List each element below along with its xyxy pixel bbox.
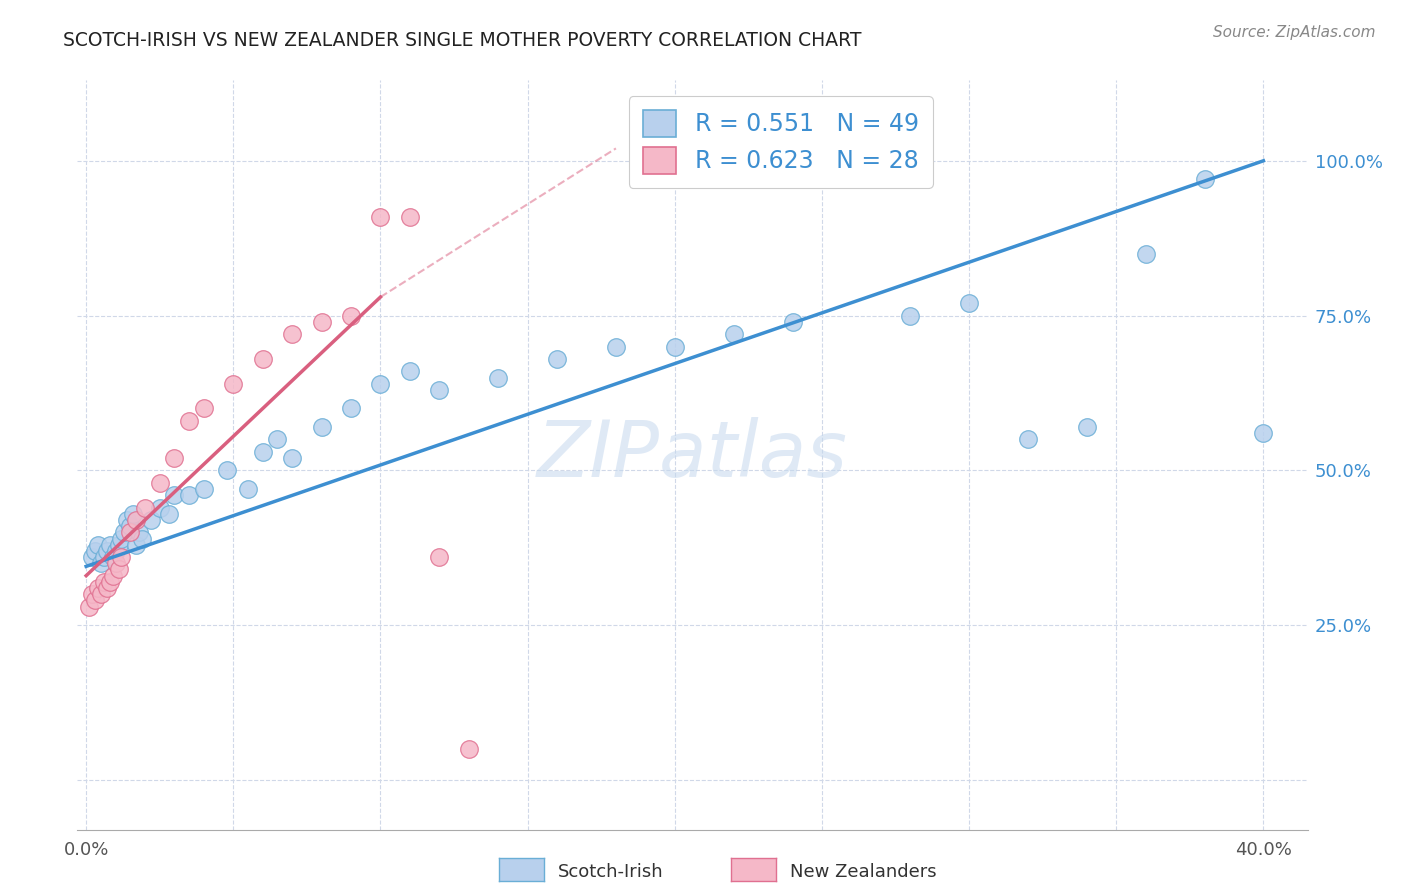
Point — [898, 309, 921, 323]
Point — [139, 513, 162, 527]
Text: Source: ZipAtlas.com: Source: ZipAtlas.com — [1212, 25, 1375, 40]
Point — [457, 742, 479, 756]
Point — [84, 544, 107, 558]
Point — [128, 525, 150, 540]
Point — [149, 500, 172, 515]
Point — [98, 574, 121, 589]
Point — [134, 500, 156, 515]
Point — [104, 556, 127, 570]
Point — [1194, 172, 1216, 186]
Point — [782, 315, 804, 329]
Point — [1017, 433, 1039, 447]
Point — [122, 507, 145, 521]
Point — [427, 550, 450, 565]
Point — [125, 513, 148, 527]
Point — [163, 488, 186, 502]
Point — [96, 544, 118, 558]
Point — [605, 340, 627, 354]
Point — [104, 544, 127, 558]
Point — [77, 599, 100, 614]
Point — [222, 376, 245, 391]
Point — [957, 296, 980, 310]
Point — [120, 519, 142, 533]
Point — [87, 581, 110, 595]
Point — [427, 383, 450, 397]
Point — [131, 532, 153, 546]
Point — [179, 414, 201, 428]
Point — [112, 525, 135, 540]
Point — [149, 475, 172, 490]
Point — [252, 351, 274, 366]
Point — [90, 556, 112, 570]
Point — [163, 450, 186, 465]
Point — [1076, 420, 1098, 434]
Point — [107, 538, 129, 552]
Text: Scotch-Irish: Scotch-Irish — [558, 863, 664, 881]
Point — [370, 376, 392, 391]
Point — [193, 482, 215, 496]
Point — [340, 309, 363, 323]
Point — [664, 340, 686, 354]
Text: SCOTCH-IRISH VS NEW ZEALANDER SINGLE MOTHER POVERTY CORRELATION CHART: SCOTCH-IRISH VS NEW ZEALANDER SINGLE MOT… — [63, 31, 862, 50]
Point — [96, 581, 118, 595]
Point — [93, 574, 115, 589]
Point — [236, 482, 259, 496]
Point — [546, 351, 568, 366]
Point — [87, 538, 110, 552]
Point — [266, 433, 288, 447]
Point — [179, 488, 201, 502]
Point — [110, 532, 132, 546]
Point — [84, 593, 107, 607]
Point — [80, 550, 103, 565]
Point — [1253, 426, 1275, 441]
Point — [110, 550, 132, 565]
Point — [399, 210, 422, 224]
Point — [311, 315, 333, 329]
Point — [125, 538, 148, 552]
Point — [107, 562, 129, 576]
Legend: R = 0.551   N = 49, R = 0.623   N = 28: R = 0.551 N = 49, R = 0.623 N = 28 — [628, 95, 932, 188]
Point — [486, 370, 509, 384]
Point — [370, 210, 392, 224]
Point — [101, 550, 124, 565]
Point — [93, 550, 115, 565]
Point — [217, 463, 239, 477]
Point — [723, 327, 745, 342]
Point — [157, 507, 180, 521]
Point — [193, 401, 215, 416]
Point — [120, 525, 142, 540]
Point — [252, 445, 274, 459]
Point — [311, 420, 333, 434]
Point — [399, 364, 422, 378]
Point — [281, 327, 304, 342]
Point — [1135, 246, 1157, 260]
Point — [98, 538, 121, 552]
Point — [101, 568, 124, 582]
Point — [80, 587, 103, 601]
Point — [117, 513, 139, 527]
Point — [281, 450, 304, 465]
Text: New Zealanders: New Zealanders — [790, 863, 936, 881]
Text: ZIPatlas: ZIPatlas — [537, 417, 848, 493]
Point — [90, 587, 112, 601]
Point — [340, 401, 363, 416]
